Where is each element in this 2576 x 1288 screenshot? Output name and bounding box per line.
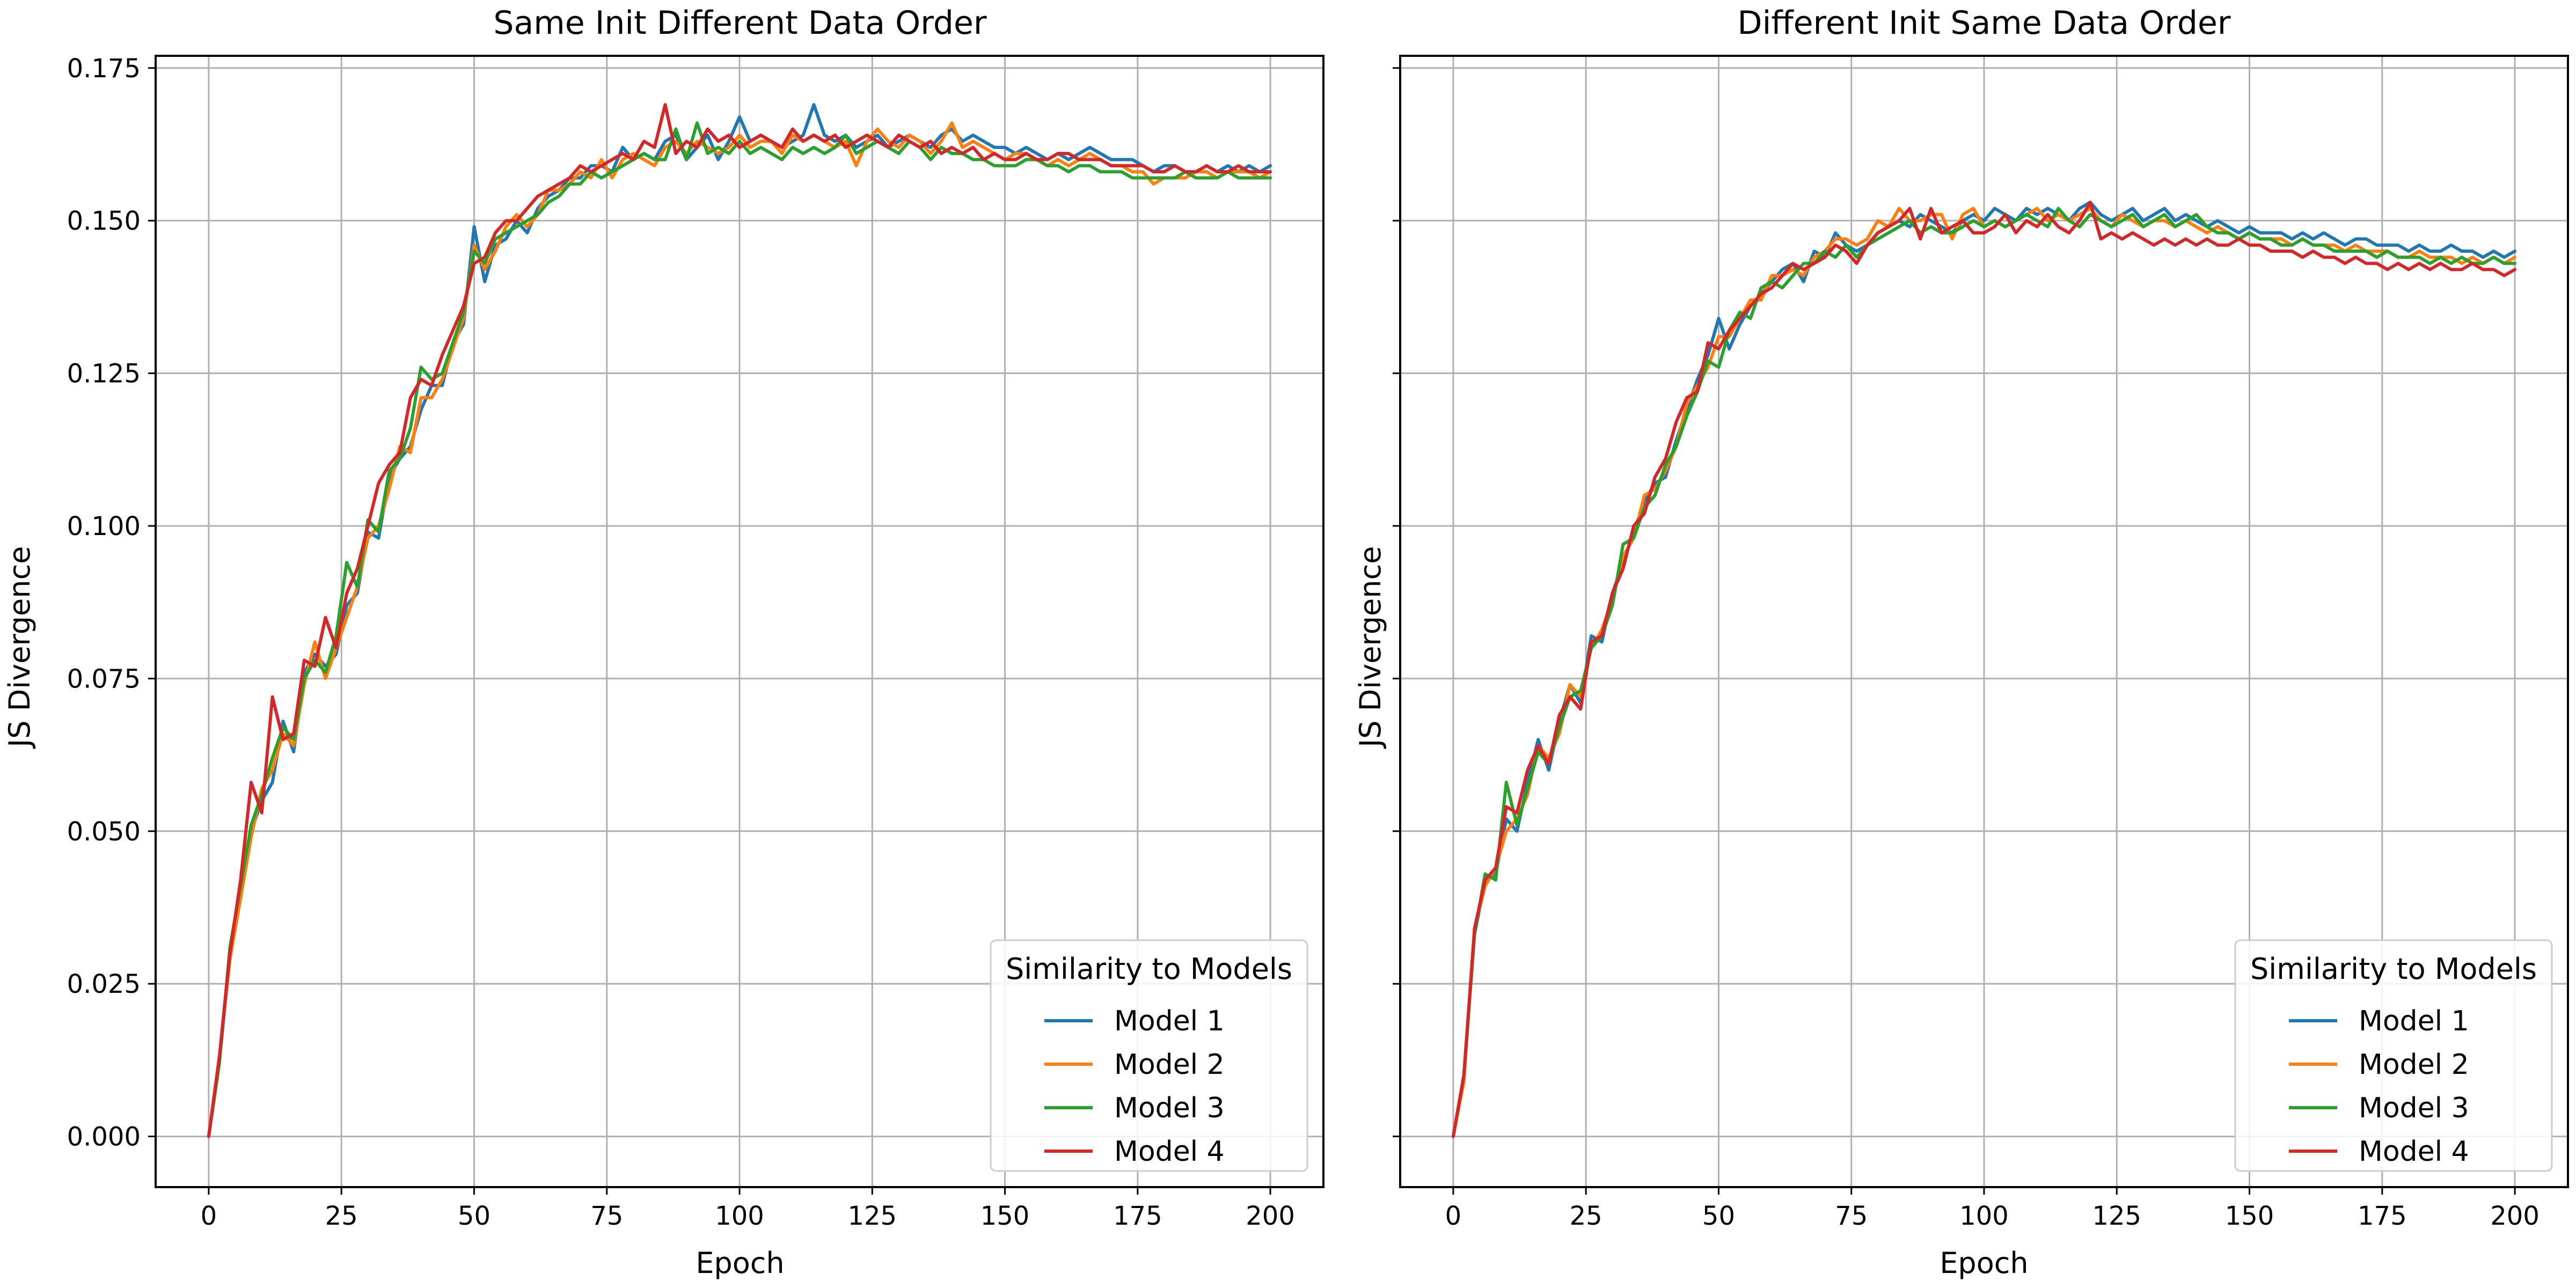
y-tick-label: 0.000	[67, 1122, 141, 1152]
legend-label-model-4: Model 4	[1114, 1136, 1225, 1168]
y-tick-label: 0.025	[67, 969, 141, 999]
x-tick-label: 50	[1702, 1201, 1735, 1231]
legend-box	[2234, 939, 2553, 1172]
plot-frame	[1399, 55, 2569, 1188]
x-tick-label: 125	[2092, 1201, 2141, 1231]
legend-label-model-2: Model 2	[1114, 1049, 1225, 1081]
x-tick-label: 75	[590, 1201, 623, 1231]
chart-title-left: Same Init Different Data Order	[493, 4, 986, 42]
series-line-model-4	[207, 103, 1272, 1138]
legend-label-model-1: Model 1	[2359, 1005, 2469, 1037]
y-tick-label: 0.150	[67, 206, 141, 236]
legend-title: Similarity to Models	[2250, 952, 2537, 986]
series-line-model-4	[1451, 201, 2517, 1138]
plot-area-left: 0 25 50 75 100 125 150 175 200 0.000 0.025 0.050 0.0…	[67, 54, 1324, 1231]
legend-label-model-3: Model 3	[2359, 1092, 2469, 1124]
x-tick-label: 200	[2490, 1201, 2540, 1231]
x-tick-label: 100	[715, 1201, 764, 1231]
x-tick-label: 0	[201, 1201, 217, 1231]
x-tick-label: 150	[2225, 1201, 2274, 1231]
legend-label-model-2: Model 2	[2359, 1049, 2469, 1081]
x-tick-label: 75	[1835, 1201, 1868, 1231]
x-tick-label: 25	[1570, 1201, 1602, 1231]
legend-label-model-4: Model 4	[2359, 1136, 2469, 1168]
y-tick-label: 0.050	[67, 817, 141, 847]
x-tick-label: 175	[2358, 1201, 2407, 1231]
x-tick-label: 25	[325, 1201, 358, 1231]
x-axis-label-left: Epoch	[696, 1246, 784, 1280]
x-tick-label: 175	[1113, 1201, 1162, 1231]
chart-title-right: Different Init Same Data Order	[1737, 4, 2230, 42]
x-tick-label: 100	[1959, 1201, 2009, 1231]
series-line-model-2	[207, 121, 1272, 1138]
plot-frame	[155, 55, 1324, 1188]
legend-label-model-1: Model 1	[1114, 1005, 1225, 1037]
x-tick-label: 200	[1246, 1201, 1295, 1231]
y-tick-label: 0.175	[67, 54, 141, 84]
legend-left: Similarity to Models Model 1 Model 2 Model …	[990, 939, 1308, 1172]
y-axis-label-right: JS Divergence	[1353, 546, 1387, 749]
subplot-same-init-different-data-order: Same Init Different Data Order JS Diverg…	[3, 4, 987, 1280]
x-tick-label: 50	[458, 1201, 491, 1231]
x-axis-label-right: Epoch	[1940, 1246, 2028, 1280]
plot-area-right: 0 25 50 75 100 125 150 175 200 Similarity to Mode…	[1393, 55, 2569, 1231]
subplot-different-init-same-data-order: Different Init Same Data Order JS Diverg…	[1353, 4, 2231, 1280]
y-tick-label: 0.075	[67, 664, 141, 694]
legend-label-model-3: Model 3	[1114, 1092, 1225, 1124]
x-tick-label: 125	[847, 1201, 897, 1231]
y-axis-label-left: JS Divergence	[3, 546, 36, 749]
legend-right: Similarity to Models Model 1 Model 2 Model …	[2234, 939, 2553, 1172]
legend-box	[990, 939, 1308, 1172]
x-tick-label: 150	[980, 1201, 1030, 1231]
series-line-model-3	[207, 121, 1272, 1138]
x-tick-label: 0	[1445, 1201, 1462, 1231]
y-tick-label: 0.125	[67, 359, 141, 389]
legend-title: Similarity to Models	[1006, 952, 1292, 986]
y-tick-label: 0.100	[67, 511, 141, 541]
